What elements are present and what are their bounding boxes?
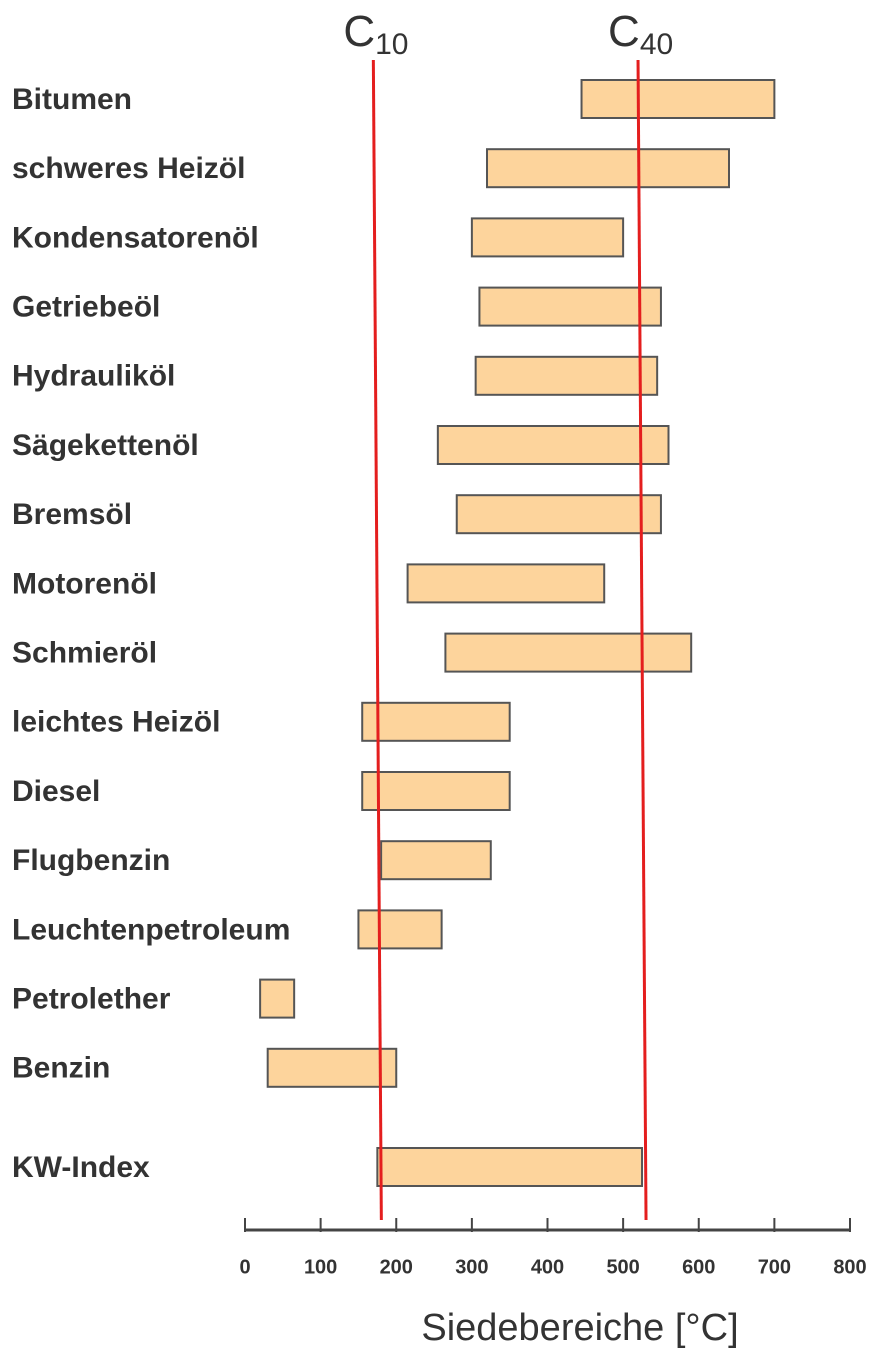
x-tick-label: 100 <box>304 1256 337 1278</box>
bar <box>580 79 776 119</box>
reference-label-sub: 40 <box>640 28 673 61</box>
bar <box>380 840 492 881</box>
bar <box>406 563 606 604</box>
category-label: Hydrauliköl <box>12 360 175 393</box>
bar <box>361 771 511 811</box>
category-label: Schmieröl <box>12 637 157 670</box>
category-label: Leuchtenpetroleum <box>12 913 290 946</box>
reference-label-main: C <box>343 7 375 56</box>
x-tick-label: 700 <box>758 1256 791 1278</box>
category-label: Benzin <box>12 1052 110 1085</box>
reference-line <box>371 59 383 1221</box>
bar <box>266 1047 398 1088</box>
category-label: Motorenöl <box>12 567 157 600</box>
x-tick-label: 0 <box>239 1256 250 1278</box>
bar <box>455 494 662 535</box>
bar <box>376 1147 644 1187</box>
category-label: Bitumen <box>12 83 132 116</box>
bar <box>444 632 693 673</box>
reference-label: C40 <box>608 7 673 61</box>
category-label: Sägekettenöl <box>12 429 199 462</box>
x-tick-label: 800 <box>833 1256 866 1278</box>
reference-line <box>636 59 648 1221</box>
category-label: Bremsöl <box>12 498 132 531</box>
bar <box>361 701 511 742</box>
bar <box>259 978 296 1019</box>
bar <box>436 425 670 465</box>
bar <box>470 217 625 258</box>
category-label: schweres Heizöl <box>12 152 245 185</box>
x-tick-label: 400 <box>531 1256 564 1278</box>
x-tick-label: 600 <box>682 1256 715 1278</box>
reference-label: C10 <box>343 7 408 61</box>
reference-label-main: C <box>608 7 640 56</box>
x-tick-label: 500 <box>606 1256 639 1278</box>
bar <box>474 355 659 396</box>
x-tick-label: 300 <box>455 1256 488 1278</box>
category-label: KW-Index <box>12 1151 150 1184</box>
category-label: leichtes Heizöl <box>12 706 220 739</box>
x-tick-label: 200 <box>380 1256 413 1278</box>
bar <box>357 909 443 950</box>
category-label: Flugbenzin <box>12 844 170 877</box>
bar <box>478 286 662 327</box>
category-label: Getriebeöl <box>12 291 160 324</box>
reference-label-sub: 10 <box>375 28 408 61</box>
category-label: Kondensatorenöl <box>12 221 259 254</box>
category-label: Petrolether <box>12 983 171 1016</box>
bar <box>486 148 730 189</box>
x-axis-label: Siedebereiche [°C] <box>421 1307 738 1349</box>
category-label: Diesel <box>12 775 100 808</box>
